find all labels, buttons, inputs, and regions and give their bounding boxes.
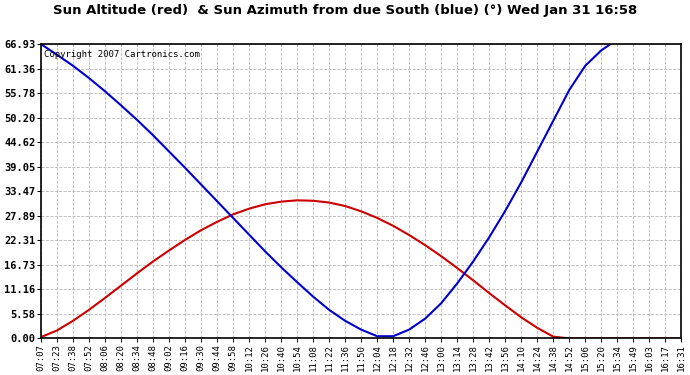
- Text: Sun Altitude (red)  & Sun Azimuth from due South (blue) (°) Wed Jan 31 16:58: Sun Altitude (red) & Sun Azimuth from du…: [53, 4, 637, 17]
- Text: Copyright 2007 Cartronics.com: Copyright 2007 Cartronics.com: [44, 50, 200, 59]
